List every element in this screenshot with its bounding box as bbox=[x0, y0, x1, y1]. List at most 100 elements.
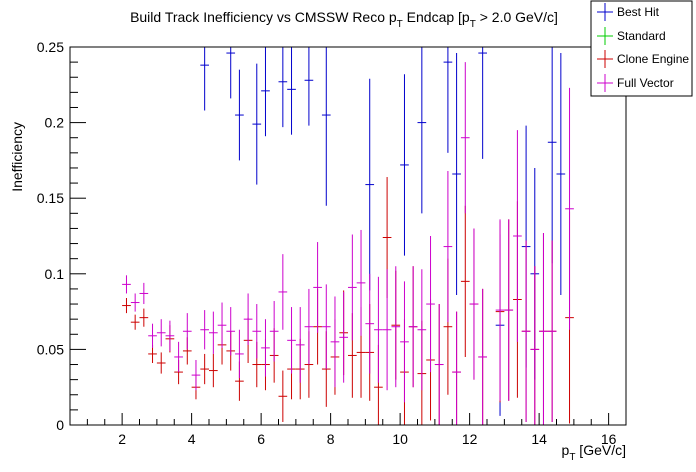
legend-item: Full Vector bbox=[597, 74, 674, 92]
y-axis-title: Inefficiency bbox=[9, 122, 25, 192]
data-point bbox=[278, 370, 288, 422]
data-point bbox=[374, 276, 383, 383]
data-point bbox=[261, 47, 270, 137]
x-tick-label: 4 bbox=[188, 431, 196, 447]
legend-item: Best Hit bbox=[597, 3, 660, 21]
data-point bbox=[434, 304, 444, 425]
data-point bbox=[295, 307, 305, 383]
data-point bbox=[252, 304, 262, 359]
data-point bbox=[521, 240, 531, 422]
y-axis: 0 0.05 0.1 0.15 0.2 0.25 bbox=[37, 39, 86, 433]
legend: Best Hit Standard Clone Engine Full Vector bbox=[590, 0, 693, 97]
data-point bbox=[156, 352, 166, 374]
data-point bbox=[243, 293, 253, 345]
data-point bbox=[321, 47, 331, 206]
data-point bbox=[321, 284, 331, 370]
data-point bbox=[139, 282, 149, 305]
data-point bbox=[304, 288, 314, 365]
data-point bbox=[209, 311, 218, 354]
data-point bbox=[565, 87, 574, 330]
data-point bbox=[478, 288, 487, 425]
y-tick-label: 0 bbox=[56, 417, 64, 433]
data-point bbox=[191, 359, 201, 391]
x-tick-label: 10 bbox=[392, 431, 408, 447]
data-point bbox=[130, 293, 140, 312]
x-tick-label: 6 bbox=[257, 431, 265, 447]
data-point bbox=[408, 266, 418, 388]
data-point bbox=[426, 236, 435, 373]
data-point bbox=[139, 308, 149, 327]
data-point bbox=[530, 266, 540, 425]
y-tick-label: 0.2 bbox=[45, 115, 65, 131]
data-point bbox=[382, 269, 392, 391]
data-point bbox=[226, 47, 236, 99]
data-point bbox=[365, 273, 375, 374]
legend-label: Standard bbox=[617, 29, 666, 43]
data-point bbox=[513, 130, 522, 342]
data-point bbox=[556, 53, 566, 295]
data-point bbox=[278, 47, 288, 128]
chart-title: Build Track Inefficiency vs CMSSW Reco p… bbox=[130, 9, 558, 30]
data-point bbox=[348, 234, 357, 341]
data-point bbox=[443, 47, 453, 153]
data-point bbox=[330, 296, 340, 388]
data-point bbox=[165, 320, 175, 351]
x-tick-label: 2 bbox=[118, 431, 126, 447]
data-point bbox=[226, 307, 236, 356]
x-tick-label: 16 bbox=[601, 431, 617, 447]
data-point bbox=[182, 313, 192, 350]
data-point bbox=[261, 319, 270, 377]
data-point bbox=[122, 297, 131, 314]
data-point bbox=[460, 205, 470, 357]
data-point bbox=[122, 275, 131, 294]
data-point bbox=[400, 74, 409, 256]
y-tick-label: 0.05 bbox=[37, 341, 64, 357]
y-tick-label: 0.15 bbox=[37, 190, 64, 206]
data-point bbox=[209, 353, 218, 388]
legend-label: Clone Engine bbox=[617, 52, 689, 66]
x-axis: 2 4 6 8 10 12 14 16 bbox=[86, 413, 617, 447]
data-point bbox=[313, 242, 322, 333]
data-point bbox=[200, 353, 209, 385]
data-point bbox=[365, 78, 375, 291]
data-point bbox=[356, 229, 366, 336]
data-point bbox=[235, 69, 244, 161]
legend-label: Best Hit bbox=[617, 5, 660, 19]
x-tick-label: 8 bbox=[327, 431, 335, 447]
plot-marks bbox=[122, 47, 574, 425]
legend-item: Clone Engine bbox=[597, 50, 689, 68]
legend-box bbox=[590, 0, 693, 97]
x-tick-label: 12 bbox=[462, 431, 478, 447]
data-point bbox=[460, 62, 470, 214]
data-point bbox=[547, 47, 557, 264]
data-point bbox=[417, 269, 427, 391]
series-full-vector bbox=[122, 62, 574, 425]
data-point bbox=[304, 47, 314, 126]
data-point bbox=[156, 319, 166, 347]
data-point bbox=[130, 314, 140, 330]
data-point bbox=[252, 63, 262, 185]
data-point bbox=[495, 219, 505, 401]
data-point bbox=[287, 307, 296, 374]
data-point bbox=[504, 219, 514, 401]
data-point bbox=[547, 240, 557, 422]
data-point bbox=[217, 302, 227, 348]
data-point bbox=[469, 228, 479, 380]
data-point bbox=[235, 329, 244, 379]
y-tick-label: 0.25 bbox=[37, 39, 64, 55]
data-point bbox=[452, 53, 461, 295]
data-point bbox=[539, 232, 548, 425]
data-point bbox=[443, 170, 453, 323]
legend-item: Standard bbox=[597, 27, 666, 45]
data-point bbox=[287, 47, 296, 135]
data-point bbox=[391, 266, 401, 388]
data-point bbox=[478, 47, 487, 159]
data-point bbox=[200, 47, 209, 111]
data-point bbox=[452, 311, 461, 425]
x-axis-title: pT [GeV/c] bbox=[562, 442, 626, 463]
data-point bbox=[400, 281, 409, 403]
data-point bbox=[269, 301, 279, 362]
data-point bbox=[174, 341, 183, 373]
